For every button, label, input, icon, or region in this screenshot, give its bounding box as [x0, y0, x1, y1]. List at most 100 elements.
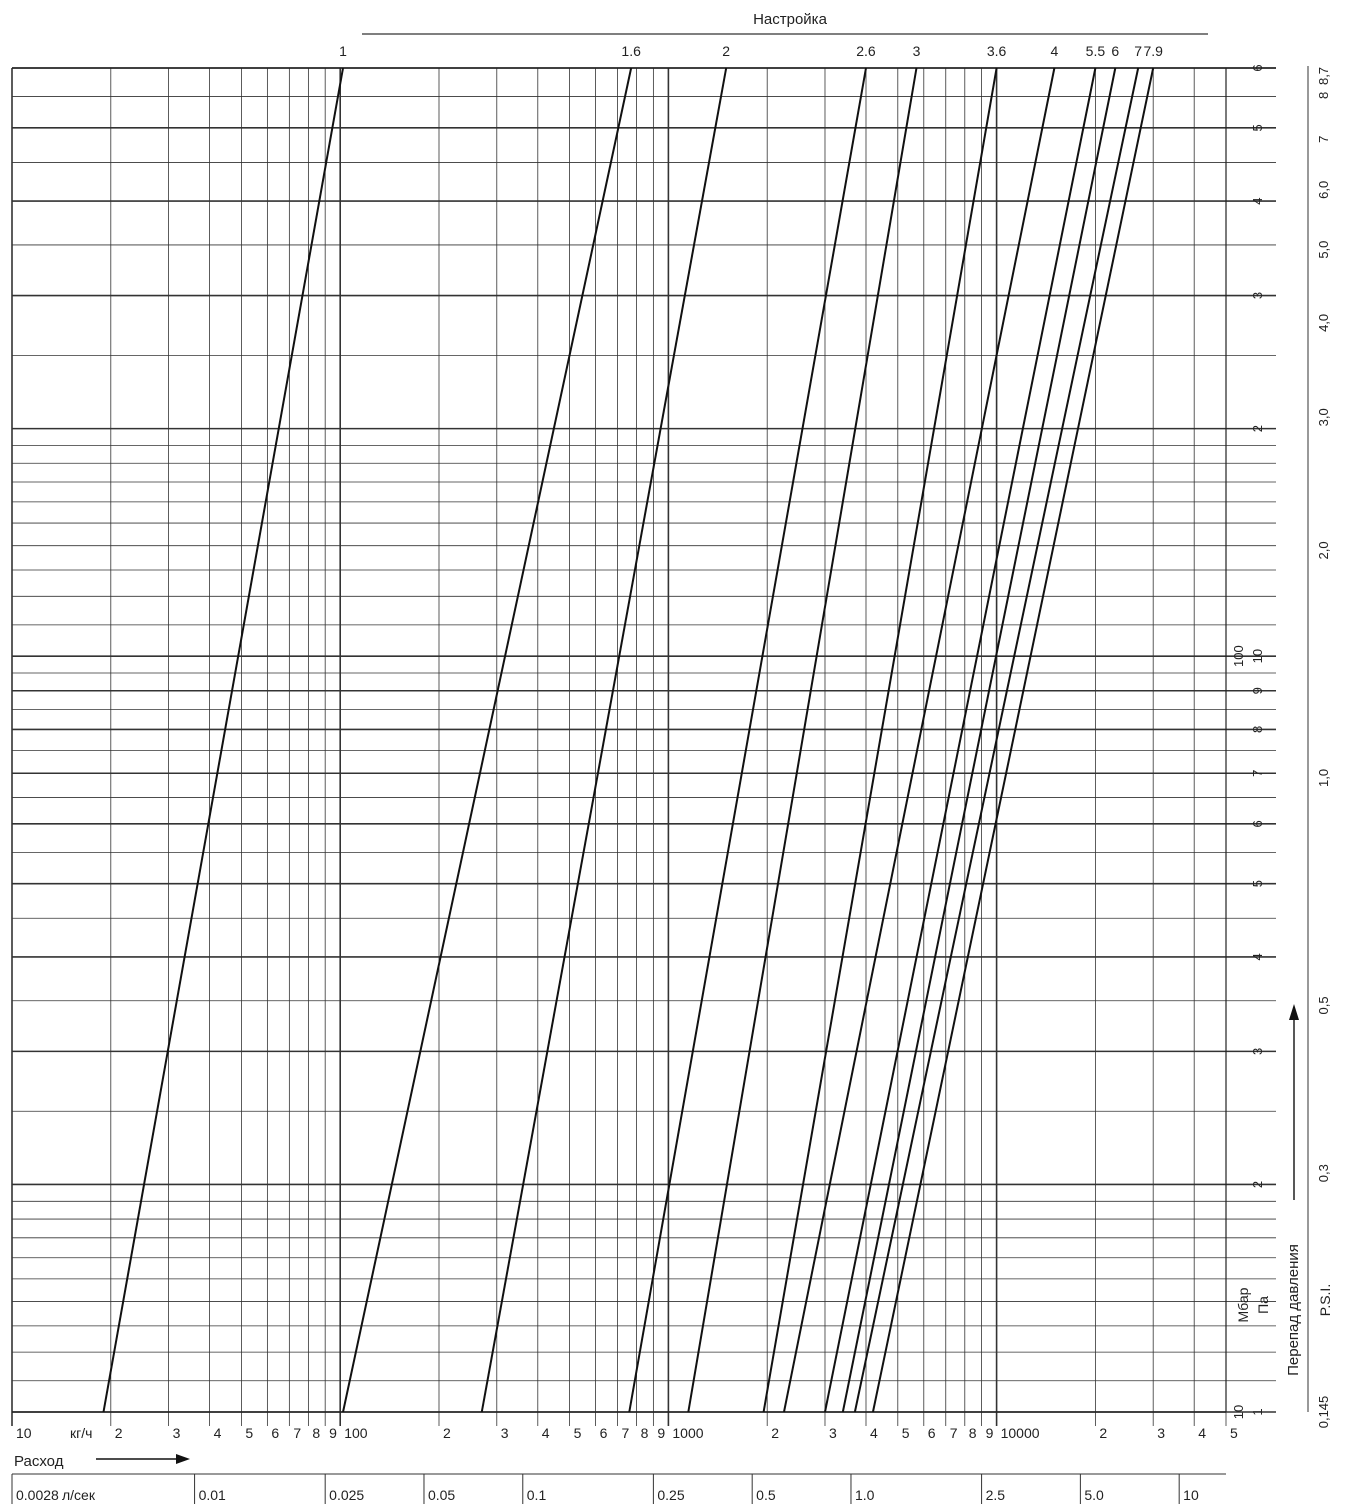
x-tick-label: 2: [115, 1425, 123, 1441]
x-tick-label: 3: [829, 1425, 837, 1441]
secondary-x-tick-label: 0.05: [428, 1487, 455, 1503]
x-tick-label: 4: [214, 1425, 222, 1441]
secondary-x-tick-label: 5.0: [1084, 1487, 1104, 1503]
x-tick-label: 4: [1198, 1425, 1206, 1441]
x-tick-label: 2: [771, 1425, 779, 1441]
x-tick-label: 6: [600, 1425, 608, 1441]
series-label-1: 1: [339, 43, 347, 59]
series-line-3: [687, 67, 918, 1413]
series-label-1.6: 1.6: [621, 43, 641, 59]
pa-tick-label: 3: [1250, 292, 1265, 299]
x-start-label: 10: [16, 1425, 32, 1441]
x-tick-label: 2: [1099, 1425, 1107, 1441]
x-tick-label: 9: [986, 1425, 994, 1441]
series-lines: [102, 67, 1155, 1413]
pa-unit-label: Па: [1255, 1296, 1271, 1314]
series-line-7: [853, 67, 1140, 1413]
x-tick-label: 5: [1230, 1425, 1238, 1441]
series-line-1: [102, 67, 345, 1413]
pa-tick-label: 3: [1250, 1048, 1265, 1055]
series-label-3: 3: [913, 43, 921, 59]
y-axis-title: Перепад давления: [1285, 1244, 1302, 1376]
pa-tick-label: 9: [1250, 687, 1265, 694]
x-tick-label: 3: [173, 1425, 181, 1441]
secondary-x-tick-label: 0.025: [329, 1487, 364, 1503]
x-tick-label: 1000: [672, 1425, 703, 1441]
pa-tick-label: 4: [1250, 953, 1265, 960]
psi-tick-label: 0,3: [1316, 1164, 1331, 1182]
series-label-3.6: 3.6: [987, 43, 1007, 59]
psi-tick-label: 6,0: [1316, 181, 1331, 199]
x-tick-label: 8: [969, 1425, 977, 1441]
series-line-2.6: [628, 67, 867, 1413]
x-tick-label: 5: [902, 1425, 910, 1441]
series-line-1.6: [342, 67, 633, 1413]
psi-tick-label: 8: [1316, 92, 1331, 99]
series-line-2: [480, 67, 728, 1413]
pa-tick-label: 5: [1250, 124, 1265, 131]
psi-tick-label: 5,0: [1316, 241, 1331, 259]
secondary-x-tick-label: 1.0: [855, 1487, 875, 1503]
series-label-6: 6: [1111, 43, 1119, 59]
pa-tick-label: 6: [1250, 820, 1265, 827]
pa-tick-label: 8: [1250, 726, 1265, 733]
pa-tick-label: 1: [1250, 1408, 1265, 1415]
x-tick-label: 6: [271, 1425, 279, 1441]
psi-tick-label: 3,0: [1316, 408, 1331, 426]
x-tick-label: 100: [344, 1425, 368, 1441]
grid-layer: [11, 33, 1309, 1504]
series-label-7.9: 7.9: [1143, 43, 1163, 59]
labels-layer: 1 1.6 2 2.6 3 3.6 4 5.5 6 7 7.910 кг/ч 2 3 4 5 6 7 8 9 100 2 3…: [14, 43, 1333, 1503]
x-tick-label: 3: [1157, 1425, 1165, 1441]
series-label-2.6: 2.6: [856, 43, 876, 59]
pa-tick-label: 7: [1250, 770, 1265, 777]
x-tick-label: 6: [928, 1425, 936, 1441]
pa-tick-label: 2: [1250, 1181, 1265, 1188]
series-line-7.9: [871, 67, 1155, 1413]
secondary-x-unit-label: л/сек: [62, 1487, 96, 1503]
psi-unit-label: P.S.I.: [1317, 1284, 1333, 1316]
pa-tick-label: 6: [1250, 64, 1265, 71]
x-tick-label: 8: [312, 1425, 320, 1441]
secondary-x-tick-label: 0.1: [527, 1487, 547, 1503]
series-line-4: [783, 67, 1056, 1413]
pa-tick-label: 2: [1250, 425, 1265, 432]
x-tick-label: 5: [245, 1425, 253, 1441]
psi-tick-label: 7: [1316, 136, 1331, 143]
psi-tick-label: 8,7: [1316, 67, 1331, 85]
x-tick-label: 5: [574, 1425, 582, 1441]
y-axis-arrow-head: [1289, 1004, 1299, 1020]
series-label-4: 4: [1050, 43, 1058, 59]
x-tick-label: 2: [443, 1425, 451, 1441]
mbar-unit-label: Мбар: [1235, 1287, 1251, 1322]
psi-tick-label: 0,5: [1316, 996, 1331, 1014]
x-tick-label: 7: [293, 1425, 301, 1441]
x-axis-arrow-head: [176, 1454, 190, 1464]
series-line-6: [841, 67, 1117, 1413]
x-tick-label: 4: [542, 1425, 550, 1441]
mbar-tick-label: 10: [1231, 1405, 1246, 1419]
psi-tick-label: 0,145: [1316, 1396, 1331, 1429]
series-label-7: 7: [1134, 43, 1142, 59]
x-tick-label: 4: [870, 1425, 878, 1441]
x-tick-label: 9: [329, 1425, 337, 1441]
series-label-2: 2: [722, 43, 730, 59]
pa-tick-label: 4: [1250, 197, 1265, 204]
x-tick-label: 9: [657, 1425, 665, 1441]
pa-tick-label: 5: [1250, 880, 1265, 887]
secondary-x-tick-label: 2.5: [986, 1487, 1006, 1503]
secondary-x-tick-label: 10: [1183, 1487, 1199, 1503]
psi-tick-label: 1,0: [1316, 769, 1331, 787]
chart-title: Настройка: [753, 11, 828, 28]
secondary-x-tick-label: 0.0028: [16, 1487, 59, 1503]
pa-tick-label: 10: [1250, 649, 1265, 663]
x-unit-label: кг/ч: [70, 1425, 92, 1441]
x-tick-label: 8: [641, 1425, 649, 1441]
x-tick-label: 3: [501, 1425, 509, 1441]
mbar-tick-label: 100: [1231, 645, 1246, 667]
series-line-5.5: [824, 67, 1097, 1413]
psi-tick-label: 4,0: [1316, 314, 1331, 332]
series-label-5.5: 5.5: [1086, 43, 1106, 59]
x-axis-title: Расход: [14, 1453, 64, 1470]
